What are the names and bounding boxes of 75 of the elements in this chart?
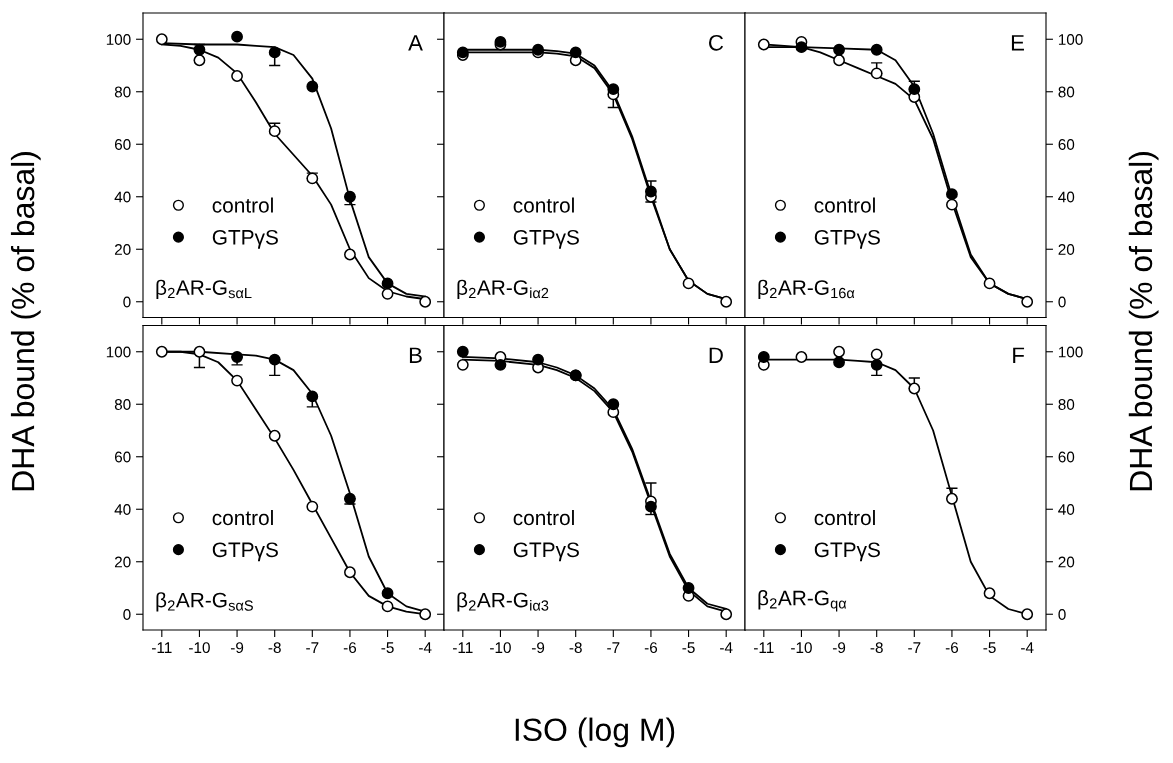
annotation: D — [709, 347, 723, 363]
legend-label: control — [513, 197, 574, 213]
legend-label: GTPγS — [814, 542, 880, 562]
x-tick-label: -5 — [983, 642, 996, 654]
y-tick-label: 0 — [123, 296, 131, 308]
annotation: F — [1013, 347, 1025, 363]
x-tick-label: -5 — [381, 642, 394, 654]
y-axis-title: DHA bound (% of basal) — [1128, 152, 1159, 491]
y-tick-label: 20 — [114, 244, 131, 255]
x-tick-label: -11 — [453, 642, 473, 653]
x-tick-label: -9 — [832, 642, 846, 654]
legend-label: GTPγS — [212, 542, 278, 562]
x-tick-label: -7 — [306, 642, 319, 653]
legend-label: GTPγS — [513, 229, 579, 249]
y-tick-label: 80 — [114, 399, 131, 410]
annotation: β$_{2}$AR-G$_{qα}$ — [758, 590, 847, 612]
annotation: B — [409, 347, 422, 363]
x-tick-label: -9 — [230, 642, 244, 654]
y-tick-label: 100 — [1058, 346, 1083, 358]
x-tick-label: -7 — [908, 642, 921, 653]
x-axis-title: ISO (log M) — [515, 717, 675, 748]
x-tick-label: -11 — [152, 642, 172, 653]
x-tick-label: -6 — [343, 642, 357, 654]
y-tick-label: 20 — [1058, 244, 1075, 255]
y-tick-label: 100 — [106, 34, 131, 45]
y-tick-label: 100 — [106, 346, 131, 358]
x-tick-label: -10 — [490, 642, 511, 654]
x-tick-label: -4 — [1021, 642, 1034, 653]
y-tick-label: 80 — [1058, 399, 1075, 410]
legend-label: GTPγS — [814, 229, 880, 249]
y-tick-label: 40 — [114, 191, 131, 203]
legend-label: control — [814, 197, 875, 213]
annotation: E — [1011, 35, 1024, 51]
x-tick-label: -8 — [268, 642, 281, 654]
x-tick-label: -10 — [189, 642, 210, 654]
y-tick-label: 0 — [1058, 609, 1066, 620]
y-tick-label: 40 — [114, 504, 131, 515]
y-tick-label: 60 — [114, 451, 131, 463]
legend-label: control — [513, 509, 574, 526]
y-tick-label: 40 — [1058, 504, 1075, 515]
legend-label: GTPγS — [212, 229, 278, 249]
y-tick-label: 60 — [1058, 451, 1075, 463]
legend-label: control — [212, 509, 273, 526]
annotation: β$_{2}$AR-G$_{16α}$ — [758, 279, 855, 300]
y-tick-label: 0 — [123, 609, 131, 620]
y-tick-label: 100 — [1058, 34, 1083, 45]
x-tick-label: -6 — [945, 642, 959, 654]
x-tick-label: -7 — [607, 642, 620, 653]
annotation: β$_{2}$AR-G$_{sαS}$ — [156, 592, 253, 612]
y-tick-label: 20 — [114, 556, 131, 568]
y-tick-label: 0 — [1058, 296, 1066, 308]
annotation: β$_{2}$AR-G$_{iα2}$ — [457, 279, 549, 300]
x-tick-label: -4 — [419, 642, 432, 653]
x-tick-label: -4 — [720, 642, 733, 653]
x-tick-label: -10 — [791, 642, 812, 654]
y-tick-label: 80 — [1058, 86, 1075, 98]
y-tick-label: 40 — [1058, 191, 1075, 203]
legend-label: GTPγS — [513, 542, 579, 562]
y-tick-label: 80 — [114, 86, 131, 98]
x-tick-label: -6 — [644, 642, 658, 654]
legend-label: control — [814, 509, 875, 526]
x-tick-label: -11 — [754, 642, 774, 653]
y-axis-title: DHA bound (% of basal) — [10, 152, 41, 491]
annotation: A — [408, 35, 423, 51]
x-tick-label: -8 — [870, 642, 883, 654]
legend-label: control — [212, 197, 273, 213]
annotation: β$_{2}$AR-G$_{iα3}$ — [457, 592, 549, 612]
annotation: C — [709, 34, 724, 51]
annotation: β$_{2}$AR-G$_{sαL}$ — [156, 279, 252, 300]
y-tick-label: 20 — [1058, 556, 1075, 568]
x-tick-label: -8 — [569, 642, 582, 654]
x-tick-label: -9 — [531, 642, 545, 654]
x-tick-label: -5 — [682, 642, 695, 654]
y-tick-label: 60 — [114, 139, 131, 150]
y-tick-label: 60 — [1058, 139, 1075, 150]
